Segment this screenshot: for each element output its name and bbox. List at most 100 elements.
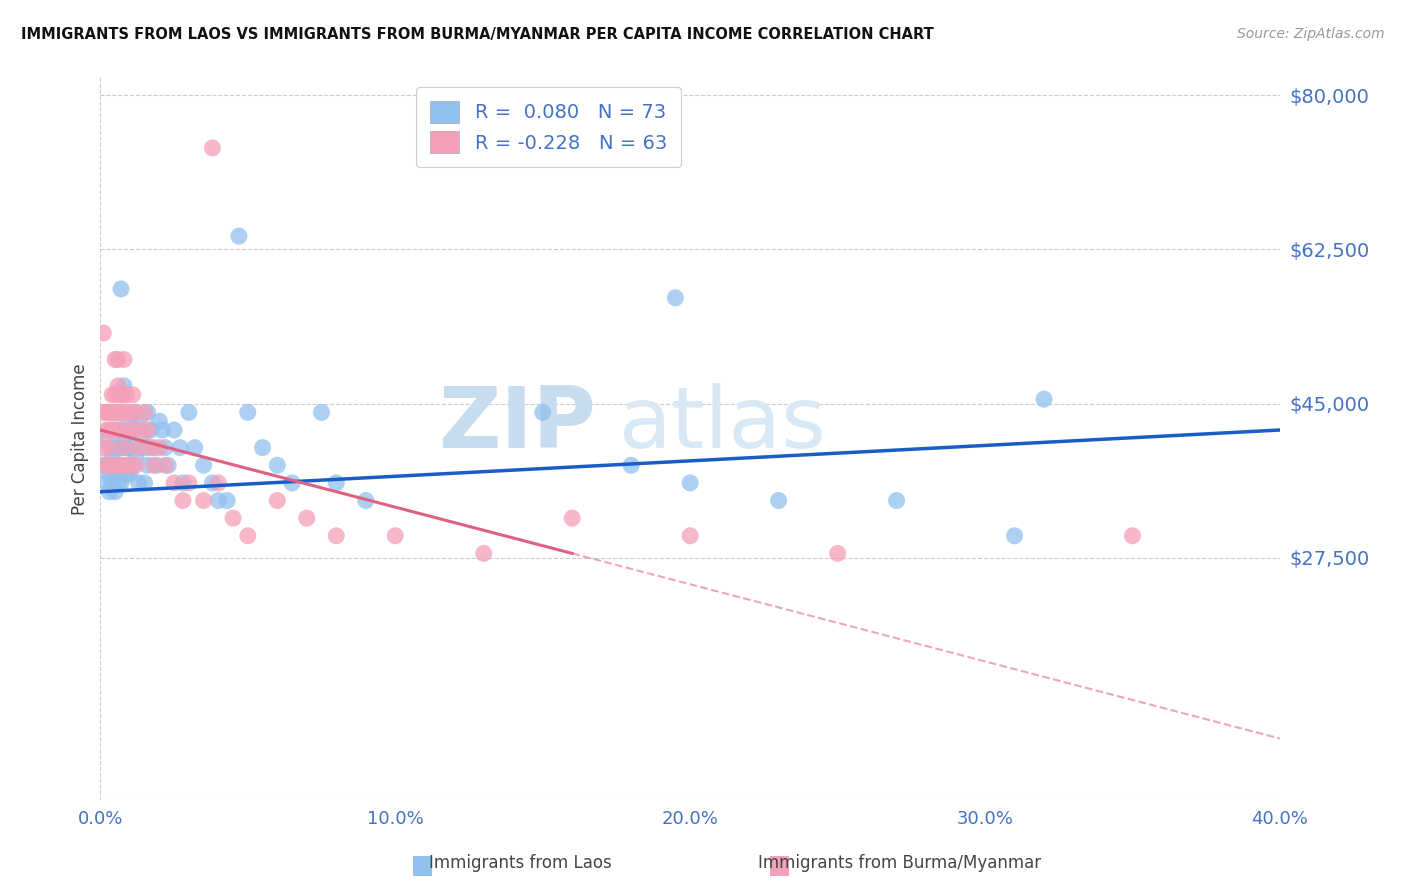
Point: [96, 432, 118, 446]
Point: [91, 458, 114, 473]
Point: [115, 458, 138, 473]
Point: [155, 458, 177, 473]
Point: [112, 458, 135, 473]
Point: [131, 423, 153, 437]
Point: [150, 423, 173, 437]
Point: [98, 467, 121, 481]
Point: [201, 475, 224, 490]
Point: [266, 458, 288, 473]
Point: [679, 475, 702, 490]
Point: [110, 388, 132, 402]
Point: [1004, 529, 1026, 543]
Point: [112, 352, 135, 367]
Text: IMMIGRANTS FROM LAOS VS IMMIGRANTS FROM BURMA/MYANMAR PER CAPITA INCOME CORRELAT: IMMIGRANTS FROM LAOS VS IMMIGRANTS FROM …: [21, 27, 934, 42]
Point: [142, 441, 165, 455]
Point: [118, 405, 141, 419]
Point: [561, 511, 583, 525]
Point: [104, 388, 127, 402]
Point: [96, 458, 118, 473]
Point: [115, 441, 138, 455]
Point: [121, 423, 143, 437]
Point: [110, 388, 132, 402]
Point: [101, 388, 124, 402]
Point: [207, 475, 229, 490]
Point: [110, 423, 132, 437]
Point: [620, 458, 643, 473]
Point: [172, 475, 194, 490]
Point: [98, 441, 121, 455]
Point: [121, 423, 143, 437]
Point: [107, 458, 129, 473]
Point: [107, 458, 129, 473]
Point: [325, 475, 347, 490]
Point: [110, 423, 132, 437]
Point: [112, 388, 135, 402]
Point: [96, 475, 118, 490]
Point: [236, 529, 259, 543]
Text: ZIP: ZIP: [439, 383, 596, 466]
Point: [193, 493, 215, 508]
Point: [207, 493, 229, 508]
Point: [177, 405, 200, 419]
Point: [96, 423, 118, 437]
Point: [125, 405, 148, 419]
Point: [104, 405, 127, 419]
Point: [101, 475, 124, 490]
Point: [1033, 392, 1056, 406]
Point: [169, 441, 191, 455]
Y-axis label: Per Capita Income: Per Capita Income: [72, 363, 89, 515]
Point: [98, 458, 121, 473]
Point: [148, 414, 170, 428]
Point: [134, 441, 156, 455]
Point: [98, 405, 121, 419]
Text: Immigrants from Laos: Immigrants from Laos: [429, 855, 612, 872]
Point: [104, 352, 127, 367]
Point: [112, 405, 135, 419]
Point: [157, 458, 180, 473]
Point: [110, 405, 132, 419]
Point: [118, 441, 141, 455]
Point: [107, 475, 129, 490]
Point: [104, 467, 127, 481]
Point: [101, 405, 124, 419]
Point: [177, 475, 200, 490]
Point: [128, 414, 150, 428]
Point: [134, 405, 156, 419]
Point: [98, 405, 121, 419]
Point: [125, 405, 148, 419]
Point: [472, 546, 495, 560]
Point: [118, 414, 141, 428]
Point: [107, 379, 129, 393]
Point: [112, 441, 135, 455]
Point: [136, 458, 159, 473]
Point: [101, 423, 124, 437]
Point: [98, 423, 121, 437]
Point: [886, 493, 908, 508]
Point: [384, 529, 406, 543]
Point: [110, 475, 132, 490]
Point: [128, 441, 150, 455]
Point: [125, 450, 148, 464]
Point: [101, 458, 124, 473]
Point: [91, 326, 114, 340]
Point: [107, 405, 129, 419]
Point: [148, 441, 170, 455]
Point: [110, 441, 132, 455]
Text: atlas: atlas: [620, 383, 827, 466]
Point: [827, 546, 849, 560]
Point: [222, 511, 245, 525]
Point: [354, 493, 377, 508]
Point: [136, 405, 159, 419]
Text: Source: ZipAtlas.com: Source: ZipAtlas.com: [1237, 27, 1385, 41]
Point: [236, 405, 259, 419]
Point: [121, 388, 143, 402]
Point: [1121, 529, 1143, 543]
Point: [155, 441, 177, 455]
Point: [104, 484, 127, 499]
Point: [115, 405, 138, 419]
Point: [183, 441, 205, 455]
Point: [104, 423, 127, 437]
Point: [163, 475, 186, 490]
Point: [266, 493, 288, 508]
Point: [125, 458, 148, 473]
